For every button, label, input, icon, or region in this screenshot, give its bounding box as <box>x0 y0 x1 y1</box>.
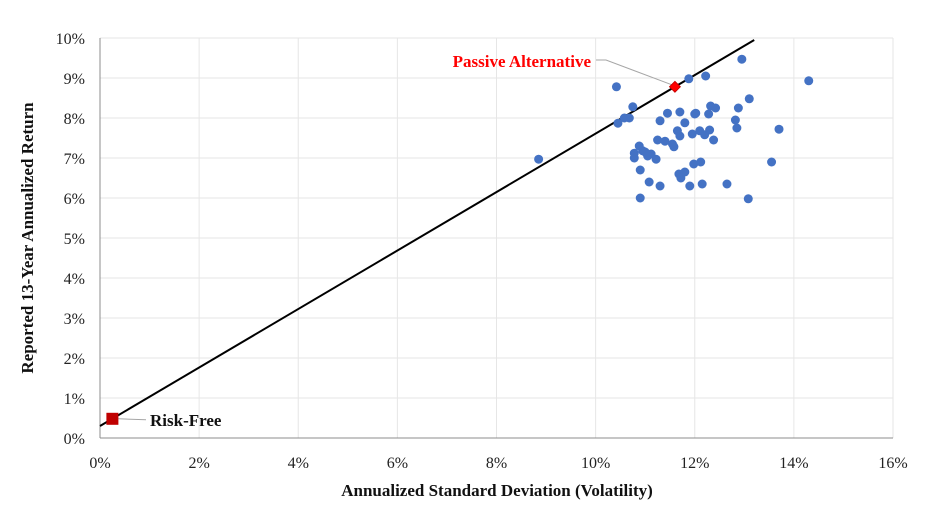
fund-point <box>696 157 706 167</box>
capital-market-line <box>99 39 755 427</box>
highlight-markers <box>106 80 681 425</box>
fund-point <box>662 108 672 118</box>
fund-point <box>628 102 638 112</box>
fund-point <box>684 74 694 84</box>
y-tick-label: 10% <box>56 31 85 48</box>
fund-point <box>705 125 715 135</box>
y-tick-label: 0% <box>64 431 85 448</box>
fund-point <box>737 54 747 64</box>
grid-lines <box>99 37 894 439</box>
fund-point <box>680 167 690 177</box>
fund-point <box>804 76 814 86</box>
fund-point <box>660 136 670 146</box>
fund-point <box>629 153 639 163</box>
fund-point <box>701 71 711 81</box>
passive-leader-line <box>596 59 673 86</box>
passive-alternative-label: Passive Alternative <box>453 52 592 71</box>
fund-point <box>732 123 742 133</box>
x-tick-label: 10% <box>581 455 610 472</box>
fund-point <box>687 129 697 139</box>
x-axis-label: Annualized Standard Deviation (Volatilit… <box>341 481 653 500</box>
fund-point <box>733 103 743 113</box>
fund-point <box>655 181 665 191</box>
risk-free-leader-line <box>118 418 147 421</box>
fund-point <box>743 194 753 204</box>
axes <box>99 38 893 439</box>
passive-alternative-marker <box>668 80 681 93</box>
y-tick-label: 6% <box>64 191 85 208</box>
fund-point <box>704 109 714 119</box>
x-tick-label: 14% <box>779 455 808 472</box>
y-axis-label: Reported 13-Year Annualized Return <box>18 102 37 374</box>
fund-point <box>711 103 721 113</box>
fund-point <box>685 181 695 191</box>
y-tick-labels: 0% 1% 2% 3% 4% 5% 6% 7% 8% 9% 10% <box>56 31 85 448</box>
fund-point <box>730 115 740 125</box>
fund-point <box>767 157 777 167</box>
x-tick-label: 12% <box>680 455 709 472</box>
fund-point <box>691 108 701 118</box>
fund-point <box>680 118 690 128</box>
fund-points <box>534 54 814 204</box>
y-tick-label: 2% <box>64 351 85 368</box>
x-tick-label: 6% <box>387 455 408 472</box>
risk-free-label: Risk-Free <box>150 411 222 430</box>
y-tick-label: 5% <box>64 231 85 248</box>
x-tick-label: 8% <box>486 455 507 472</box>
fund-point <box>613 118 623 128</box>
fund-point <box>644 177 654 187</box>
fund-point <box>624 113 634 123</box>
risk-free-marker <box>106 412 119 425</box>
fund-point <box>709 135 719 145</box>
y-tick-label: 1% <box>64 391 85 408</box>
x-tick-label: 16% <box>878 455 907 472</box>
fund-point <box>635 165 645 175</box>
y-tick-label: 3% <box>64 311 85 328</box>
x-tick-labels: 0% 2% 4% 6% 8% 10% 12% 14% 16% <box>89 455 907 472</box>
y-tick-label: 9% <box>64 71 85 88</box>
annotation-leader-lines <box>118 59 673 421</box>
y-tick-label: 8% <box>64 111 85 128</box>
fund-point <box>635 193 645 203</box>
fund-point <box>653 135 663 145</box>
fund-point <box>722 179 732 189</box>
fund-point <box>534 154 544 164</box>
x-tick-label: 2% <box>188 455 209 472</box>
capital-market-line-segment <box>99 39 755 427</box>
fund-point <box>744 94 754 104</box>
fund-point <box>611 82 621 92</box>
fund-point <box>651 154 661 164</box>
fund-point <box>774 124 784 134</box>
x-tick-label: 4% <box>288 455 309 472</box>
x-tick-label: 0% <box>89 455 110 472</box>
fund-point <box>689 159 699 169</box>
y-tick-label: 4% <box>64 271 85 288</box>
fund-point <box>669 142 679 152</box>
y-tick-label: 7% <box>64 151 85 168</box>
fund-point <box>675 107 685 117</box>
fund-point <box>655 116 665 126</box>
fund-point <box>675 131 685 141</box>
fund-point <box>697 179 707 189</box>
